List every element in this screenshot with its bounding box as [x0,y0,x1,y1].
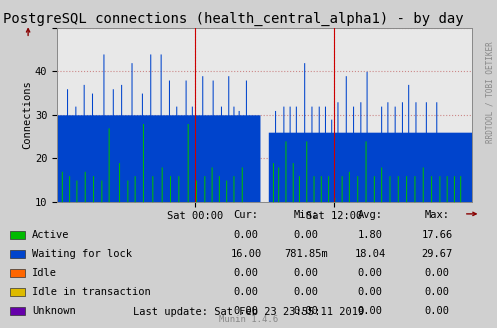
Text: 0.00: 0.00 [234,306,258,316]
Text: 0.00: 0.00 [358,287,383,297]
Text: 0.00: 0.00 [425,306,450,316]
Text: 781.85m: 781.85m [284,249,328,258]
Text: Max:: Max: [425,210,450,220]
Text: Idle: Idle [32,268,57,277]
Y-axis label: Connections: Connections [22,80,32,149]
Text: Avg:: Avg: [358,210,383,220]
Text: 18.04: 18.04 [355,249,386,258]
Text: Cur:: Cur: [234,210,258,220]
Text: 0.00: 0.00 [234,230,258,239]
Text: 0.00: 0.00 [293,230,318,239]
Text: 16.00: 16.00 [231,249,261,258]
Text: 0.00: 0.00 [234,268,258,277]
Text: Unknown: Unknown [32,306,76,316]
Text: Munin 1.4.6: Munin 1.4.6 [219,315,278,324]
Text: 0.00: 0.00 [358,268,383,277]
Text: Waiting for lock: Waiting for lock [32,249,132,258]
Text: 0.00: 0.00 [425,287,450,297]
Text: Active: Active [32,230,70,239]
Text: 29.67: 29.67 [422,249,453,258]
Text: 0.00: 0.00 [358,306,383,316]
Text: 17.66: 17.66 [422,230,453,239]
Text: 0.00: 0.00 [425,268,450,277]
Text: 0.00: 0.00 [293,287,318,297]
Text: Min:: Min: [293,210,318,220]
Text: PostgreSQL connections (health_central_alpha1) - by day: PostgreSQL connections (health_central_a… [3,11,464,26]
Text: RRDTOOL / TOBI OETIKER: RRDTOOL / TOBI OETIKER [486,41,495,143]
Text: 0.00: 0.00 [234,287,258,297]
Text: Idle in transaction: Idle in transaction [32,287,151,297]
Text: 0.00: 0.00 [293,268,318,277]
Text: Last update: Sat Feb 23 23:55:11 2019: Last update: Sat Feb 23 23:55:11 2019 [133,307,364,317]
Text: 0.00: 0.00 [293,306,318,316]
Text: 1.80: 1.80 [358,230,383,239]
